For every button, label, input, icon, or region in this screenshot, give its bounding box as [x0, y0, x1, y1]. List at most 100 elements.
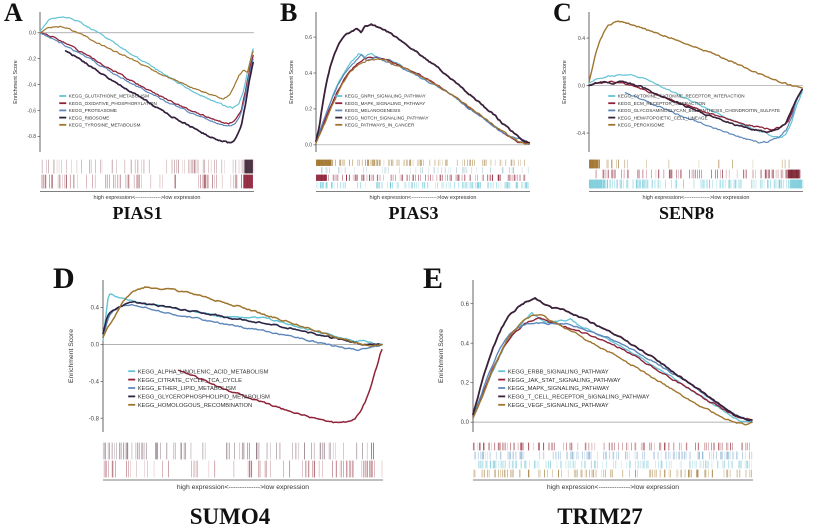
legend-label: KEGG_JAK_STAT_SIGNALING_PATHWAY [508, 378, 621, 384]
y-tick-label: 0.2 [461, 381, 470, 387]
series-line-2 [588, 80, 803, 131]
y-tick-label: 0.4 [461, 341, 470, 347]
legend-label: KEGG_NOTCH_SIGNALING_PATHWAY [345, 115, 429, 120]
series-line-1 [588, 73, 803, 139]
y-tick-label: 0.0 [305, 143, 312, 149]
legend-label: KEGG_MAPK_SIGNALING_PATHWAY [508, 386, 610, 392]
y-tick-label: 0.0 [461, 420, 470, 426]
series-line-5 [39, 25, 254, 100]
y-tick-label: 0.0 [29, 30, 36, 36]
panel-letter-c: C [553, 0, 572, 27]
panel-letter-e: E [423, 262, 444, 295]
series-line-4 [472, 297, 753, 422]
legend-label: KEGG_ETHER_LIPID_METABOLISM [138, 386, 236, 392]
series-line-5 [588, 20, 803, 89]
gsea-chart-pias1: 0.0 -0.2 -0.4 -0.6 -0.8 Enrichment Score KEGG_… [13, 12, 255, 201]
legend-label: KEGG_CYTOKINE_CYTOKINE_RECEPTOR_INTERACT… [618, 94, 745, 99]
rug-block [788, 169, 800, 179]
x-axis-label: high expression<-------------->low expre… [177, 484, 309, 491]
y-axis-title: Enrichment Score [562, 60, 568, 104]
y-tick-label: 0.6 [461, 302, 470, 308]
legend-label: KEGG_GLYCEROPHOSPHOLIPID_METABOLISM [138, 395, 270, 401]
legend-label: KEGG_ALPHA_LINOLENIC_ACID_METABOLISM [138, 369, 269, 375]
y-tick-label: -0.8 [27, 134, 36, 140]
rug-block [316, 159, 331, 166]
gsea-chart-sumo4: 0.4 0.0 -0.4 -0.8 Enrichment Score KEGG_ALPHA… [68, 280, 383, 491]
rug-block [243, 174, 253, 189]
legend-label: KEGG_VEGF_SIGNALING_PATHWAY [508, 403, 609, 409]
y-tick-label: -0.2 [27, 56, 36, 62]
series-line-3 [102, 303, 383, 352]
rug-block [790, 179, 802, 189]
series-line-4 [588, 80, 803, 134]
rug-block [589, 159, 599, 169]
legend-label: KEGG_ECM_RECEPTOR_INTERACTION [618, 101, 706, 106]
y-axis-title: Enrichment Score [13, 60, 19, 104]
gene-title-senp8: SENP8 [658, 203, 714, 223]
series-line-1 [39, 16, 254, 109]
series-line-3 [624, 89, 804, 144]
x-axis-label: high expression<-------------->low expre… [370, 195, 477, 201]
gsea-chart-trim27: 0.6 0.4 0.2 0.0 Enrichment Score KEGG_ERBB_SI… [438, 280, 753, 491]
panel-pias3: B 0.6 0.4 0.2 0.0 Enrichment Score KEGG_GNRH_… [276, 0, 551, 232]
series-line-2 [177, 349, 383, 424]
series-line-4 [64, 50, 254, 144]
panel-letter-d: D [53, 262, 75, 295]
legend-label: KEGG_PROTEASOME [69, 108, 117, 113]
legend-label: KEGG_GNRH_SIGNALING_PATHWAY [345, 94, 426, 99]
y-tick-label: 0.6 [305, 35, 312, 41]
legend-label: KEGG_HOMOLOGOUS_RECOMBINATION [138, 403, 253, 409]
series-line-2 [472, 317, 753, 421]
legend-label: KEGG_MELANOGENESIS [345, 108, 401, 113]
rug-block [244, 159, 253, 174]
series-line-5 [315, 57, 530, 145]
series-line-3 [315, 54, 530, 144]
panel-trim27: E 0.6 0.4 0.2 0.0 Enrichment Score KEGG_ERBB_… [415, 262, 785, 531]
series-line-5 [472, 314, 753, 426]
panel-pias1: A 0.0 -0.2 -0.4 -0.6 -0.8 Enrichment Score KEG… [0, 0, 275, 232]
x-axis-label: high expression<-------------->low expre… [643, 195, 750, 201]
legend-label: KEGG_GLYCOSAMINOGLYCAN_BIOSYNTHESIS_CHON… [618, 108, 780, 113]
gene-title-pias1: PIAS1 [112, 203, 163, 223]
y-tick-label: 0.0 [91, 343, 100, 349]
series-line-2 [39, 32, 254, 125]
panel-senp8: C 0.4 0.0 -0.4 Enrichment Score KEGG_CYTOKIN… [549, 0, 824, 232]
y-tick-label: -0.4 [27, 82, 36, 88]
y-tick-label: -0.4 [89, 379, 100, 385]
y-axis-title: Enrichment Score [289, 60, 295, 104]
y-tick-label: 0.2 [305, 107, 312, 113]
legend-label: KEGG_PATHWAYS_IN_CANCER [345, 123, 415, 128]
panel-sumo4: D 0.4 0.0 -0.4 -0.8 Enrichment Score KEGG_ALP… [45, 262, 415, 531]
rug-block [316, 174, 327, 181]
gene-title-trim27: TRIM27 [557, 504, 643, 529]
y-tick-label: -0.4 [576, 131, 585, 137]
legend-label: KEGG_T_CELL_RECEPTOR_SIGNALING_PATHWAY [508, 395, 650, 401]
y-tick-label: -0.6 [27, 108, 36, 114]
legend-label: KEGG_GLUTATHIONE_METABOLISM [69, 94, 149, 99]
y-tick-label: 0.4 [578, 36, 585, 42]
panel-letter-b: B [280, 0, 298, 27]
panel-letter-a: A [4, 0, 23, 27]
rug-block [589, 179, 602, 189]
series-line-1 [472, 311, 753, 423]
y-axis-title: Enrichment Score [68, 329, 75, 383]
y-tick-label: 0.0 [578, 83, 585, 89]
y-tick-label: 0.4 [305, 71, 312, 77]
y-tick-label: 0.4 [91, 306, 100, 312]
legend-label: KEGG_PEROXISOME [618, 123, 665, 128]
legend-label: KEGG_TYROSINE_METABOLISM [69, 123, 141, 128]
series-line-5 [102, 286, 383, 348]
gsea-chart-senp8: 0.4 0.0 -0.4 Enrichment Score KEGG_CYTOKINE_… [562, 12, 804, 201]
legend-label: KEGG_MAPK_SIGNALING_PATHWAY [345, 101, 426, 106]
legend-label: KEGG_CITRATE_CYCLE_TCA_CYCLE [138, 378, 242, 384]
y-axis-title: Enrichment Score [438, 329, 445, 383]
gsea-chart-pias3: 0.6 0.4 0.2 0.0 Enrichment Score KEGG_GNRH_SI… [289, 12, 531, 201]
y-tick-label: -0.8 [89, 416, 100, 422]
legend-label: KEGG_ERBB_SIGNALING_PATHWAY [508, 369, 609, 375]
gene-title-pias3: PIAS3 [388, 203, 439, 223]
gene-title-sumo4: SUMO4 [189, 504, 271, 529]
legend-label: KEGG_OXIDATIVE_PHOSPHORYLATION [69, 101, 157, 106]
legend-label: KEGG_HEMATOPOIETIC_CELL_LINEAGE [618, 115, 708, 120]
legend-label: KEGG_RIBOSOME [69, 115, 110, 120]
